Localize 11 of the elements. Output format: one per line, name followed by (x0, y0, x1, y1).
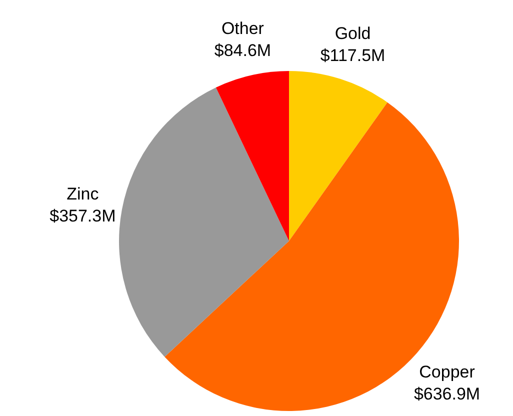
data-label: $357.3M (50, 206, 116, 226)
pie-slice (119, 88, 289, 357)
pie-slice (289, 71, 388, 241)
slice-label: Other (221, 19, 264, 38)
data-label: $84.6M (214, 41, 272, 60)
slice-label: Zinc (66, 184, 100, 204)
slice-label: Gold (334, 24, 371, 43)
pie-slice (216, 71, 289, 241)
data-label: $636.9M (414, 384, 480, 404)
data-label: $117.5M (320, 46, 386, 65)
slice-label: Copper (419, 362, 476, 382)
